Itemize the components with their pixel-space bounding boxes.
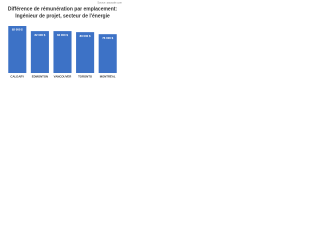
- chart-subtitle: Ingénieur de projet, secteur de l'énergi…: [15, 13, 110, 19]
- bar: [76, 32, 95, 73]
- bar: [53, 31, 72, 73]
- bar: [30, 31, 49, 73]
- value-label: 82 000 $: [34, 33, 45, 37]
- chart: Source: payscale.com Différence de rémun…: [8, 2, 122, 79]
- x-tick-label: EDMONTON: [32, 75, 48, 79]
- x-tick-label: CALGARY: [10, 75, 24, 79]
- bar: [98, 34, 117, 73]
- x-tick-label: VANCOUVER: [54, 75, 72, 79]
- x-tick-label: TORONTO: [78, 75, 93, 79]
- chart-title: Différence de rémunération par emplaceme…: [8, 6, 118, 12]
- value-label: 92 000 $: [12, 28, 23, 32]
- x-tick-label: MONTRÉAL: [100, 74, 116, 79]
- value-label: 82 000 $: [57, 33, 68, 37]
- value-label: 80 000 $: [80, 34, 91, 38]
- bar: [8, 26, 27, 73]
- source: Source: payscale.com: [97, 2, 122, 5]
- value-label: 76 000 $: [102, 36, 113, 40]
